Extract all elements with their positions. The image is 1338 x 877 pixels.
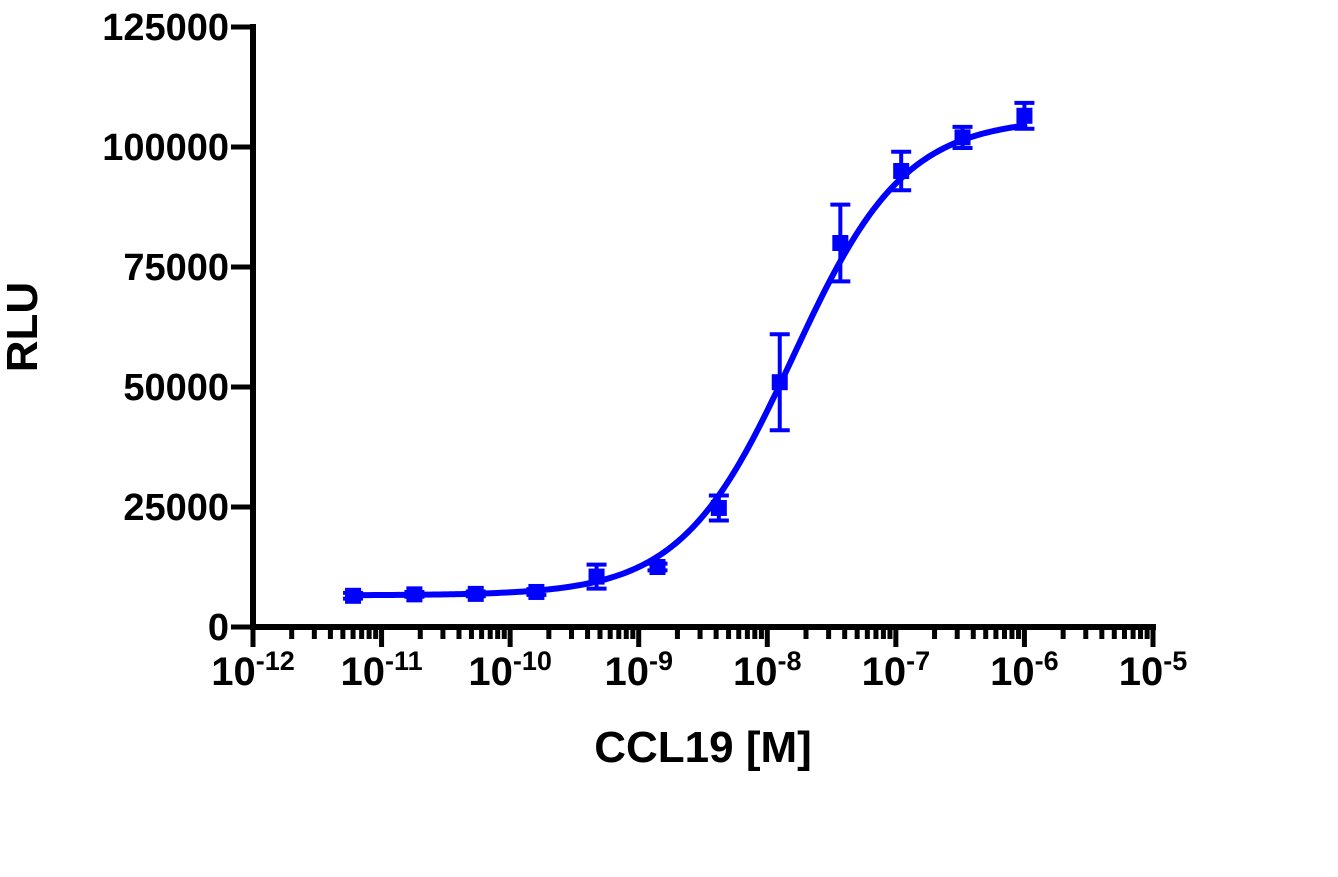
y-axis-ticks bbox=[231, 24, 253, 630]
y-axis-title: RLU bbox=[0, 282, 47, 372]
x-axis-ticks bbox=[250, 627, 1156, 647]
data-point-marker bbox=[345, 587, 362, 604]
data-point-marker bbox=[649, 559, 666, 575]
data-point-group bbox=[343, 587, 364, 604]
data-point-marker bbox=[467, 585, 484, 602]
y-tick-label: 50000 bbox=[123, 367, 229, 409]
data-point-group bbox=[891, 149, 912, 193]
x-tick-label: 10-9 bbox=[604, 646, 673, 694]
data-point-marker bbox=[954, 129, 971, 146]
y-tick-label: 25000 bbox=[123, 487, 229, 529]
data-point-marker bbox=[588, 568, 605, 585]
data-point-group bbox=[465, 585, 486, 602]
x-axis-tick-labels: 10-12 10-11 10-10 10-9 10-8 10-7 10-6 10-5 bbox=[211, 646, 1187, 694]
y-tick-label: 125000 bbox=[102, 7, 229, 49]
y-tick-label: 75000 bbox=[123, 247, 229, 289]
data-point-group bbox=[1014, 100, 1035, 131]
x-tick-label: 10-5 bbox=[1119, 646, 1188, 694]
data-point-group bbox=[647, 559, 668, 575]
x-tick-label: 10-6 bbox=[990, 646, 1059, 694]
data-point-marker bbox=[771, 374, 788, 391]
fit-curve bbox=[350, 122, 1028, 599]
x-tick-label: 10-7 bbox=[862, 646, 931, 694]
data-point-group bbox=[952, 124, 973, 150]
x-tick-label: 10-11 bbox=[341, 646, 423, 694]
fit-curve-group bbox=[350, 122, 1028, 599]
data-point-marker bbox=[832, 235, 849, 251]
data-point-marker bbox=[528, 583, 545, 600]
x-tick-label: 10-8 bbox=[733, 646, 802, 694]
data-point-marker bbox=[710, 499, 727, 516]
y-axis-tick-labels: 0 25000 50000 75000 100000 125000 bbox=[102, 7, 229, 649]
x-tick-label: 10-12 bbox=[211, 646, 295, 694]
y-tick-label: 100000 bbox=[102, 127, 229, 169]
data-point-group bbox=[586, 562, 607, 591]
y-tick-label: 0 bbox=[208, 607, 229, 649]
data-points bbox=[343, 100, 1035, 604]
x-axis-title: CCL19 [M] bbox=[594, 723, 812, 772]
data-point-marker bbox=[406, 586, 423, 603]
data-point-group bbox=[769, 332, 790, 433]
data-point-marker bbox=[1016, 107, 1033, 124]
data-point-group bbox=[526, 583, 547, 600]
data-point-group bbox=[404, 586, 425, 603]
data-point-group bbox=[708, 493, 729, 523]
data-point-marker bbox=[893, 163, 910, 179]
x-tick-label: 10-10 bbox=[468, 646, 552, 694]
data-point-group bbox=[830, 202, 851, 284]
